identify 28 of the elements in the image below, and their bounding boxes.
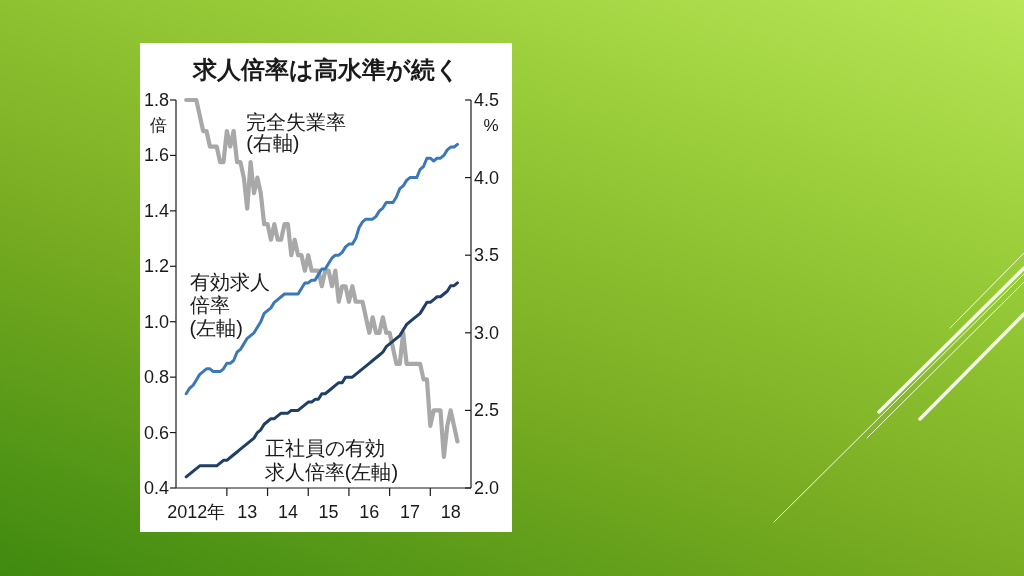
y-tick-label: 1.8 bbox=[143, 90, 169, 110]
x-tick-label: 14 bbox=[277, 502, 298, 522]
y2-tick-label: 2.5 bbox=[474, 400, 500, 421]
y-tick-label: 0.8 bbox=[143, 367, 169, 388]
x-tick-label: 18 bbox=[440, 502, 461, 522]
y-tick-label: 1.4 bbox=[143, 200, 169, 221]
y-axis-title: 倍 bbox=[149, 115, 167, 135]
y2-axis-title: % bbox=[483, 115, 499, 135]
x-tick-label: 2012年 bbox=[167, 502, 226, 522]
y2-tick-label: 4.0 bbox=[474, 167, 500, 188]
series-label: 正社員の有効求人倍率(左軸) bbox=[264, 437, 399, 484]
y2-tick-label: 4.5 bbox=[474, 90, 500, 110]
series-label: 完全失業率(右軸) bbox=[246, 110, 347, 154]
x-tick-label: 17 bbox=[399, 502, 420, 522]
y-tick-label: 1.6 bbox=[143, 145, 169, 166]
line-series bbox=[184, 97, 460, 460]
series-label: 有効求人倍率(左軸) bbox=[189, 270, 270, 339]
y-tick-label: 1.0 bbox=[143, 311, 169, 332]
y-tick-label: 0.4 bbox=[143, 478, 169, 498]
y-tick-label: 1.2 bbox=[143, 256, 169, 277]
chart-title: 求人倍率は高水準が続く bbox=[191, 55, 460, 83]
y2-tick-label: 3.0 bbox=[474, 322, 500, 343]
y2-tick-label: 2.0 bbox=[474, 478, 500, 498]
y-tick-label: 0.6 bbox=[143, 422, 169, 443]
x-tick-label: 15 bbox=[318, 502, 339, 522]
x-tick-label: 16 bbox=[359, 502, 380, 522]
y2-tick-label: 3.5 bbox=[474, 245, 500, 266]
x-tick-label: 13 bbox=[237, 502, 258, 522]
